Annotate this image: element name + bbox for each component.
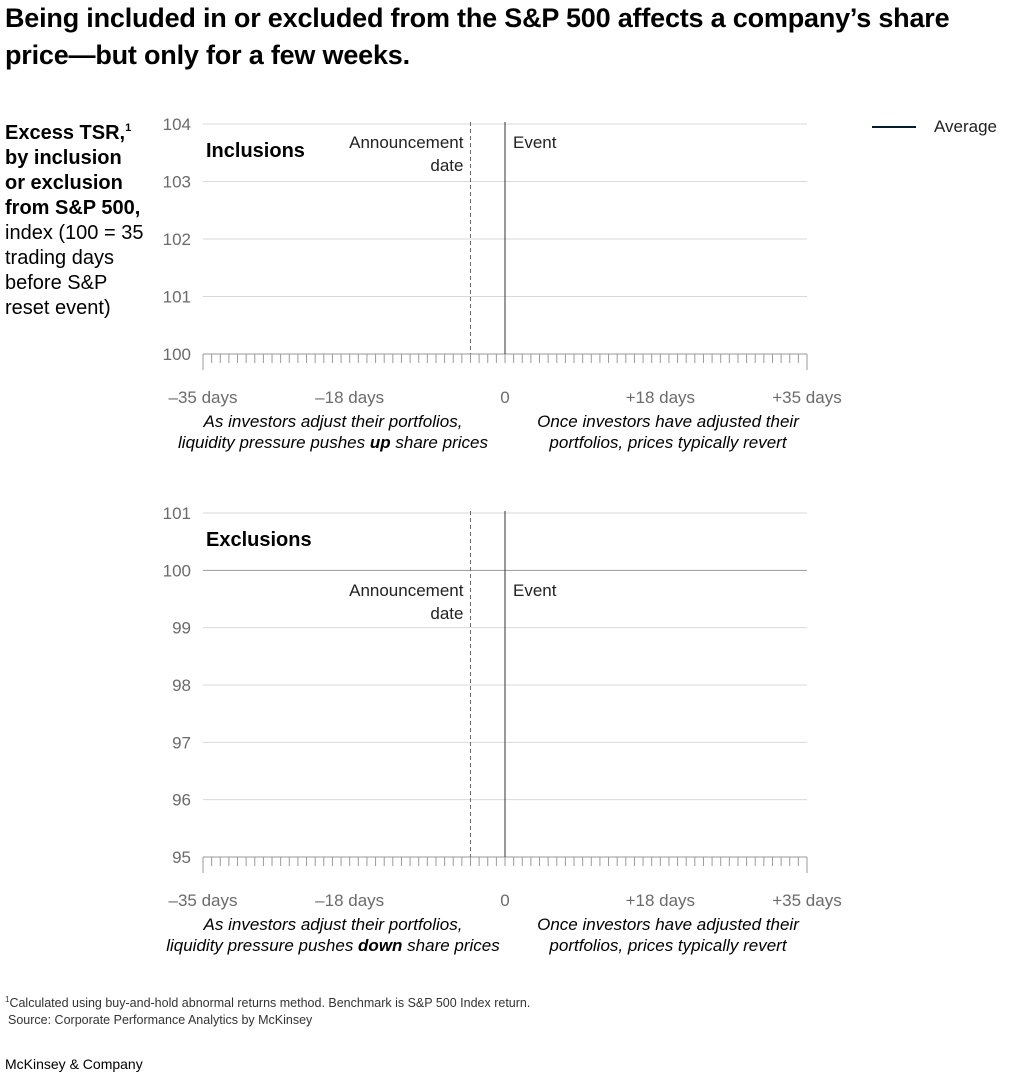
footnote: 1Calculated using buy-and-hold abnormal … xyxy=(5,991,530,1029)
panel-1-announcement-label: Announcement xyxy=(349,133,464,152)
panel-2-x-tick-label: –18 days xyxy=(315,891,384,910)
panel-2-x-tick-label: 0 xyxy=(500,891,509,910)
panel-2-annotation-2-line2: portfolios, prices typically revert xyxy=(548,936,787,955)
panel-1-annotation-2-line2: portfolios, prices typically revert xyxy=(548,433,787,452)
y-axis-label-bold: Excess TSR, xyxy=(5,122,126,144)
panel-2-y-tick-label: 99 xyxy=(172,619,191,638)
panel-1-event-label: Event xyxy=(513,133,557,152)
panel-2-x-tick-label: +18 days xyxy=(626,891,695,910)
panel-1-annotation-1-line1: As investors adjust their portfolios, xyxy=(203,412,463,431)
panel-2-y-tick-label: 95 xyxy=(172,848,191,867)
panel-1-y-tick-label: 103 xyxy=(163,173,191,192)
panel-1-x-tick-label: +35 days xyxy=(772,388,841,407)
y-axis-label-bold-2: by inclusion or exclusion from S&P 500, xyxy=(5,147,141,219)
y-axis-label-regular: index (100 = 35 trading days before S&P … xyxy=(5,222,144,319)
panel-2-annotation-1-line1: As investors adjust their portfolios, xyxy=(203,915,463,934)
panel-2-y-tick-label: 101 xyxy=(163,504,191,523)
panel-1-announcement-label-2: date xyxy=(430,156,463,175)
source-text: Source: Corporate Performance Analytics … xyxy=(8,1013,313,1027)
panel-1-title: Inclusions xyxy=(206,140,305,162)
annotation-emphasis: down xyxy=(358,936,402,955)
panel-2-announcement-label: Announcement xyxy=(349,581,464,600)
panel-2-x-tick-label: +35 days xyxy=(772,891,841,910)
panel-2-y-tick-label: 97 xyxy=(172,733,191,752)
panel-2-x-tick-label: –35 days xyxy=(169,891,238,910)
legend-label: Average xyxy=(934,117,998,136)
annotation-text: share prices xyxy=(402,936,500,955)
annotation-text: portfolios, prices typically revert xyxy=(548,433,787,452)
panel-1-annotation-1-line2: liquidity pressure pushes up share price… xyxy=(178,433,488,452)
panel-2-y-tick-label: 100 xyxy=(163,561,191,580)
panel-2-y-tick-label: 98 xyxy=(172,676,191,695)
panel-2-event-label: Event xyxy=(513,581,557,600)
panel-2-annotation-2-line1: Once investors have adjusted their xyxy=(537,915,800,934)
panel-2-annotation-1-line2: liquidity pressure pushes down share pri… xyxy=(166,936,500,955)
panel-1-x-tick-label: –35 days xyxy=(169,388,238,407)
panel-2-y-tick-label: 96 xyxy=(172,791,191,810)
chart-title: Being included in or excluded from the S… xyxy=(5,3,950,70)
panel-1-x-tick-label: 0 xyxy=(500,388,509,407)
legend: Average xyxy=(872,116,997,138)
annotation-text: liquidity pressure pushes xyxy=(178,433,370,452)
panel-1-y-tick-label: 102 xyxy=(163,230,191,249)
annotation-emphasis: up xyxy=(370,433,391,452)
panel-2-announcement-label-2: date xyxy=(430,604,463,623)
panel-1-x-tick-label: –18 days xyxy=(315,388,384,407)
panel-1-x-tick-label: +18 days xyxy=(626,388,695,407)
footnote-sup: 1 xyxy=(5,995,10,1004)
annotation-text: portfolios, prices typically revert xyxy=(548,936,787,955)
annotation-text: liquidity pressure pushes xyxy=(166,936,358,955)
annotation-text: share prices xyxy=(391,433,489,452)
panel-1-annotation-2-line1: Once investors have adjusted their xyxy=(537,412,800,431)
y-axis-label: Excess TSR,1 by inclusion or exclusion f… xyxy=(5,116,145,321)
panel-1-y-tick-label: 100 xyxy=(163,345,191,364)
footnote-text: Calculated using buy-and-hold abnormal r… xyxy=(9,996,531,1010)
panel-1-y-tick-label: 101 xyxy=(163,288,191,307)
brand-logo-text: McKinsey & Company xyxy=(5,1056,143,1072)
panel-2-title: Exclusions xyxy=(206,529,312,551)
panel-1-y-tick-label: 104 xyxy=(163,115,191,134)
legend-swatch xyxy=(872,126,916,128)
footnote-marker: 1 xyxy=(125,122,132,134)
chart-canvas: 100 101 102 103 104 –35 days –18 days 0 +18 days… xyxy=(163,115,842,955)
